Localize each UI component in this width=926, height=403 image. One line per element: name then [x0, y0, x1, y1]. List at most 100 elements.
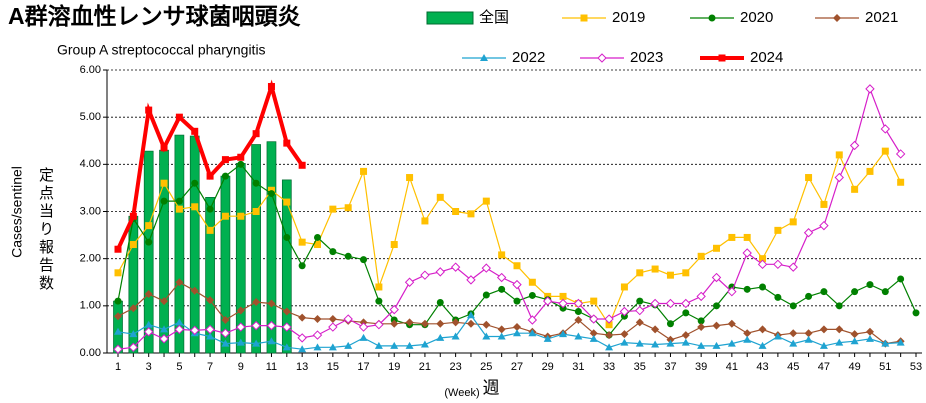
point: [497, 325, 506, 334]
point: [221, 156, 229, 164]
point: [681, 331, 690, 340]
x-tick-label: 11: [266, 361, 277, 373]
point: [390, 241, 398, 249]
point: [559, 330, 568, 338]
point: [221, 315, 230, 324]
point: [881, 339, 890, 347]
point: [129, 241, 137, 249]
x-tick-label: 25: [480, 361, 492, 373]
point: [666, 339, 675, 347]
point: [360, 256, 368, 264]
point: [513, 297, 521, 305]
point: [788, 262, 798, 272]
point: [145, 238, 153, 246]
legend-label: 2023: [630, 49, 663, 66]
point: [405, 318, 414, 327]
point: [252, 130, 260, 138]
point: [866, 167, 874, 175]
point: [358, 322, 369, 332]
point: [727, 286, 737, 297]
point: [820, 200, 828, 208]
point: [713, 244, 720, 252]
x-tick-label: 33: [603, 361, 615, 373]
point: [727, 339, 736, 347]
point: [651, 265, 659, 273]
point: [205, 324, 215, 335]
point: [804, 329, 813, 338]
point: [206, 296, 215, 305]
y-tick-label: 6.00: [80, 64, 101, 76]
point: [329, 205, 337, 213]
point: [574, 307, 582, 315]
x-tick-label: 9: [238, 361, 244, 373]
point: [897, 178, 905, 186]
point: [789, 329, 798, 338]
y-axis-label-ja: 定点当り報告数: [37, 167, 55, 293]
legend-swatch: [426, 11, 474, 25]
point: [313, 315, 322, 324]
x-tick-label: 29: [542, 361, 554, 373]
point: [605, 331, 614, 340]
point: [580, 14, 588, 22]
point: [758, 325, 767, 334]
x-tick-label: 23: [449, 361, 461, 373]
point: [343, 314, 353, 324]
point: [912, 309, 920, 317]
point: [865, 84, 875, 94]
point: [820, 288, 828, 296]
point: [282, 322, 292, 332]
point: [713, 302, 720, 310]
y-tick-label: 5.00: [80, 111, 101, 123]
point: [466, 311, 475, 319]
x-tick-label: 41: [726, 361, 738, 373]
point: [682, 269, 690, 277]
point: [759, 283, 767, 291]
point: [774, 293, 782, 301]
point: [160, 179, 168, 187]
series: [114, 160, 920, 339]
point: [359, 318, 368, 327]
point: [436, 193, 444, 201]
point: [481, 263, 492, 273]
point: [251, 320, 261, 331]
point: [267, 299, 276, 308]
point: [267, 83, 275, 91]
point: [160, 197, 168, 205]
point: [128, 342, 139, 353]
point: [697, 323, 706, 332]
point: [789, 339, 798, 347]
point: [833, 14, 841, 22]
point: [805, 174, 813, 182]
point: [298, 262, 306, 270]
point: [114, 269, 122, 277]
point: [129, 330, 138, 338]
series: [114, 311, 905, 353]
point: [129, 304, 138, 313]
point: [328, 315, 337, 324]
point: [175, 205, 183, 213]
series: [114, 79, 306, 253]
point: [834, 172, 844, 183]
point: [420, 319, 429, 328]
point: [175, 278, 184, 287]
point: [666, 320, 674, 328]
point: [727, 319, 736, 328]
y-tick-label: 2.00: [80, 253, 101, 265]
point: [436, 333, 445, 341]
point: [895, 149, 906, 159]
point: [314, 233, 321, 241]
point: [421, 217, 429, 225]
point: [897, 275, 905, 283]
point: [344, 341, 353, 349]
series: [114, 278, 905, 348]
x-tick-label: 51: [879, 361, 891, 373]
point: [435, 267, 445, 277]
point: [850, 330, 859, 339]
point: [819, 220, 829, 231]
point: [145, 222, 153, 230]
x-tick-label: 5: [176, 361, 182, 373]
point: [282, 307, 291, 316]
x-tick-label: 45: [787, 361, 799, 373]
bar: [143, 150, 154, 354]
point: [466, 275, 476, 285]
